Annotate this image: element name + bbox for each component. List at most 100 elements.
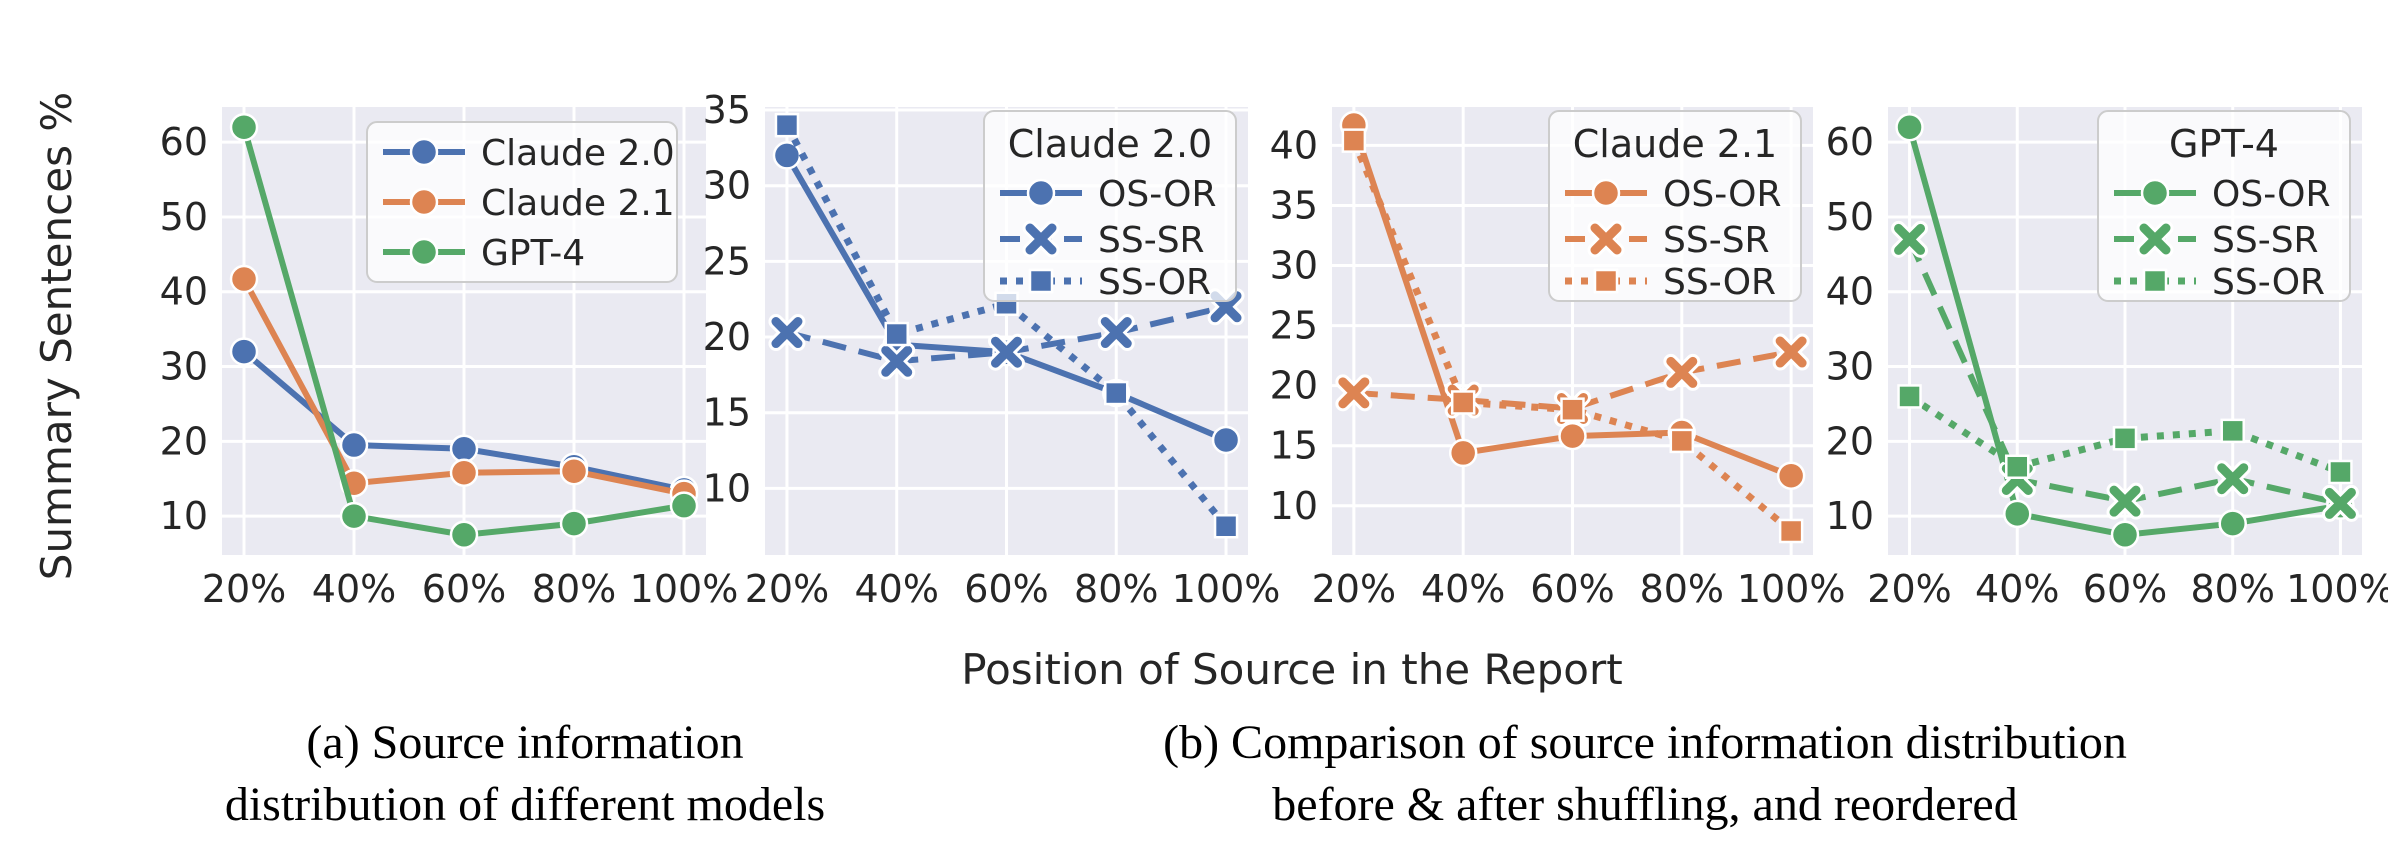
square-marker-icon bbox=[1593, 268, 1619, 294]
y-tick-label: 25 bbox=[1270, 304, 1318, 348]
caption-a: (a) Source information distribution of d… bbox=[90, 712, 960, 836]
circle-marker-icon bbox=[449, 434, 479, 464]
legend-entry-label: SS-OR bbox=[1663, 262, 1776, 303]
x-tick-label: 80% bbox=[1640, 567, 1724, 611]
caption-b-line2: before & after shuffling, and reordered bbox=[1272, 778, 2018, 831]
caption-b-line1: (b) Comparison of source information dis… bbox=[1163, 716, 2127, 769]
x-tick-label: 40% bbox=[854, 567, 938, 611]
chart-gpt-4: 60 50 40 30 20 10 20% 40% 60% 80% 100% GPT-4 OS-OR SS… bbox=[1826, 107, 2388, 611]
legend-entry-label: OS-OR bbox=[1098, 174, 1217, 215]
x-tick-label: 100% bbox=[2286, 567, 2388, 611]
series-line-ss-or bbox=[783, 123, 1229, 529]
legend-entry-label: Claude 2.1 bbox=[481, 183, 675, 224]
x-tick-label: 60% bbox=[964, 567, 1048, 611]
x-tick-label: 60% bbox=[1530, 567, 1614, 611]
y-tick-label: 20 bbox=[703, 315, 751, 359]
x-marker-icon bbox=[771, 317, 803, 349]
circle-marker-icon bbox=[339, 501, 369, 531]
y-tick-label: 10 bbox=[1826, 494, 1874, 538]
y-tick-label: 40 bbox=[160, 270, 208, 314]
y-tick-label: 30 bbox=[703, 164, 751, 208]
legend-entry-label: SS-OR bbox=[2212, 262, 2325, 303]
square-marker-icon bbox=[1897, 384, 1922, 409]
x-marker-icon bbox=[1894, 223, 1926, 255]
square-marker-icon bbox=[1104, 380, 1129, 406]
circle-marker-icon bbox=[2003, 499, 2032, 529]
square-marker-icon bbox=[1450, 390, 1476, 415]
circle-marker-icon bbox=[229, 337, 259, 366]
square-marker-icon bbox=[2142, 268, 2168, 294]
caption-a-line1: (a) Source information bbox=[306, 716, 744, 769]
x-tick-label: 20% bbox=[1312, 567, 1396, 611]
y-tick-label: 40 bbox=[1270, 123, 1318, 167]
square-marker-icon bbox=[1028, 268, 1054, 294]
legend-box bbox=[366, 121, 678, 283]
square-marker-icon bbox=[2112, 426, 2138, 451]
circle-marker-icon bbox=[409, 237, 439, 267]
legend-title: Claude 2.0 bbox=[1008, 122, 1212, 166]
square-marker-icon bbox=[1778, 518, 1804, 544]
x-tick-label: 100% bbox=[630, 567, 739, 611]
circle-marker-icon bbox=[1448, 438, 1478, 468]
circle-marker-icon bbox=[669, 491, 699, 520]
y-tick-label: 10 bbox=[1270, 484, 1318, 528]
y-tick-label: 35 bbox=[1270, 183, 1318, 227]
caption-b: (b) Comparison of source information dis… bbox=[980, 712, 2310, 836]
circle-marker-icon bbox=[1558, 421, 1587, 451]
x-tick-label: 40% bbox=[312, 567, 396, 611]
x-marker-icon bbox=[991, 336, 1022, 368]
circle-marker-icon bbox=[1895, 112, 1924, 142]
circle-marker-icon bbox=[409, 137, 439, 167]
y-tick-label: 60 bbox=[160, 120, 208, 164]
y-tick-label: 35 bbox=[703, 90, 751, 132]
x-marker-icon bbox=[2109, 485, 2141, 517]
x-tick-label: 40% bbox=[1975, 567, 2059, 611]
circle-marker-icon bbox=[559, 509, 589, 538]
circle-marker-icon bbox=[449, 520, 479, 550]
x-tick-label: 20% bbox=[202, 567, 286, 611]
circle-marker-icon bbox=[2110, 520, 2140, 550]
x-tick-label: 80% bbox=[532, 567, 616, 611]
square-marker-icon bbox=[774, 112, 800, 138]
y-tick-label: 30 bbox=[1270, 244, 1318, 288]
x-marker-icon bbox=[1025, 223, 1057, 255]
legend-title: Claude 2.1 bbox=[1573, 122, 1777, 166]
circle-marker-icon bbox=[2140, 178, 2170, 208]
x-marker-icon bbox=[1775, 336, 1807, 368]
legend-entry-label: SS-SR bbox=[1663, 220, 1770, 261]
y-tick-label: 30 bbox=[1826, 345, 1874, 389]
square-marker-icon bbox=[1341, 128, 1367, 153]
y-tick-label: 10 bbox=[160, 494, 208, 538]
x-marker-icon bbox=[1666, 356, 1698, 388]
circle-marker-icon bbox=[1591, 178, 1621, 208]
square-marker-icon bbox=[2328, 459, 2353, 485]
square-marker-icon bbox=[1560, 397, 1585, 422]
circle-marker-icon bbox=[559, 456, 589, 486]
x-tick-label: 80% bbox=[1074, 567, 1158, 611]
square-marker-icon bbox=[1213, 513, 1239, 539]
legend-entry-label: SS-OR bbox=[1098, 262, 1211, 303]
circle-marker-icon bbox=[1211, 425, 1241, 455]
chart-claude-2-1: 40 35 30 25 20 15 10 20% 40% 60% 80% 100% Claude 2.1… bbox=[1270, 107, 1846, 611]
y-tick-label: 40 bbox=[1826, 270, 1874, 314]
x-marker-icon bbox=[2324, 487, 2356, 519]
circle-marker-icon bbox=[449, 458, 479, 487]
circle-marker-icon bbox=[409, 187, 439, 217]
square-marker-icon bbox=[1669, 428, 1695, 454]
y-tick-label: 20 bbox=[160, 419, 208, 463]
caption-a-line2: distribution of different models bbox=[224, 778, 826, 831]
circle-marker-icon bbox=[2218, 509, 2247, 538]
x-tick-label: 80% bbox=[2190, 567, 2274, 611]
square-marker-icon bbox=[2220, 418, 2245, 444]
x-marker-icon bbox=[1338, 377, 1370, 409]
square-marker-icon bbox=[2005, 454, 2030, 479]
y-tick-label: 30 bbox=[160, 345, 208, 389]
legend-entry-label: SS-SR bbox=[1098, 220, 1205, 261]
y-tick-label: 20 bbox=[1826, 419, 1874, 463]
legend-title: GPT-4 bbox=[2169, 122, 2279, 166]
x-axis-label: Position of Source in the Report bbox=[961, 645, 1623, 694]
circle-marker-icon bbox=[229, 112, 259, 142]
series-line-ss-sr bbox=[1353, 349, 1792, 412]
x-tick-label: 100% bbox=[1737, 567, 1846, 611]
